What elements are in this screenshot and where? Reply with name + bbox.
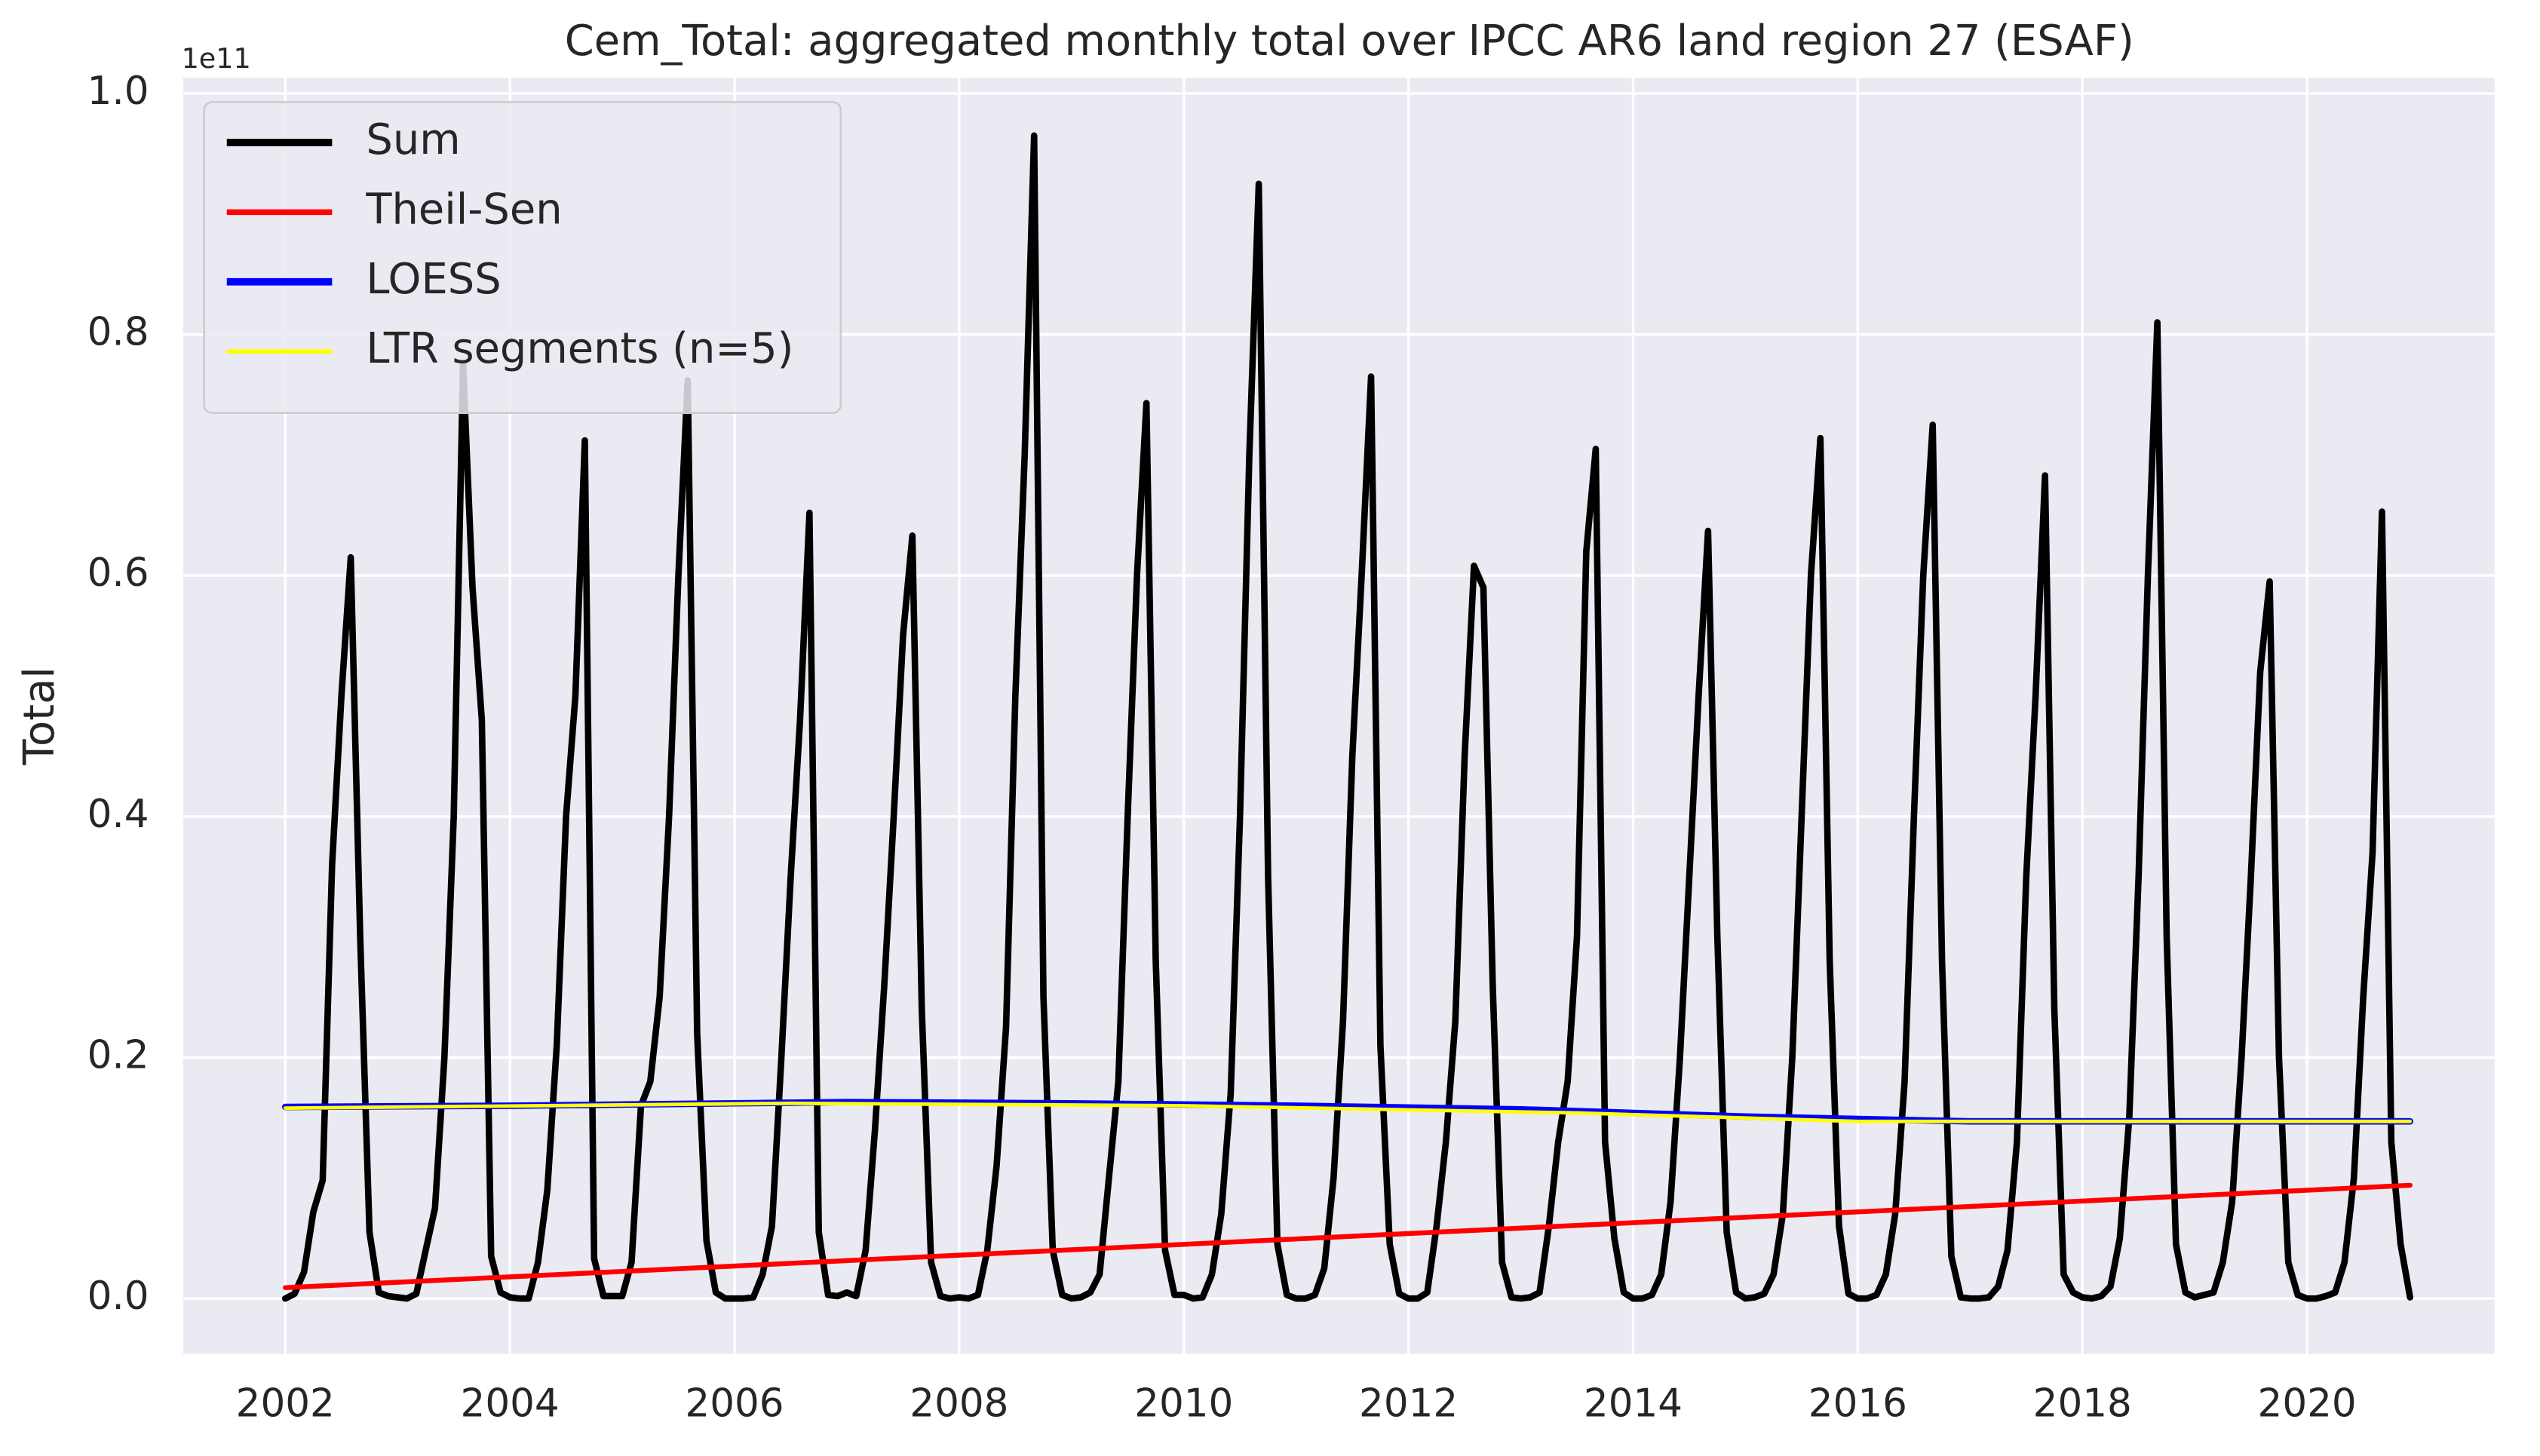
legend-box xyxy=(203,101,842,415)
legend-label: LTR segments (n=5) xyxy=(366,324,793,373)
x-tick-label: 2010 xyxy=(1134,1381,1233,1426)
x-tick-label: 2012 xyxy=(1359,1381,1458,1426)
y-tick-label: 0.0 xyxy=(87,1274,149,1319)
legend: Sum Theil-Sen LOESS LTR segments (n=5) xyxy=(203,101,842,415)
legend-label: Theil-Sen xyxy=(365,185,562,234)
ticks-layer: 0.0 0.2 0.4 0.6 0.8 1.0 2002 2004 2006 2008 2010 20… xyxy=(87,69,2357,1427)
y-axis-label: Total xyxy=(15,667,64,765)
legend-label: LOESS xyxy=(366,255,501,304)
y-tick-label: 0.4 xyxy=(87,792,149,837)
x-tick-label: 2016 xyxy=(1808,1381,1907,1426)
y-tick-label: 0.2 xyxy=(87,1033,149,1078)
y-tick-label: 0.8 xyxy=(87,310,149,355)
x-tick-label: 2004 xyxy=(461,1381,560,1426)
series-line xyxy=(283,1182,2413,1290)
series-line xyxy=(283,1101,2413,1123)
y-tick-label: 1.0 xyxy=(87,69,149,114)
x-tick-label: 2008 xyxy=(910,1381,1008,1426)
x-tick-label: 2018 xyxy=(2033,1381,2132,1426)
chart-title: Cem_Total: aggregated monthly total over… xyxy=(565,17,2134,66)
series-line xyxy=(281,132,2414,1302)
x-tick-label: 2014 xyxy=(1584,1381,1683,1426)
x-tick-label: 2020 xyxy=(2258,1381,2357,1426)
series-layer xyxy=(281,132,2414,1302)
y-tick-label: 0.6 xyxy=(87,550,149,596)
x-tick-label: 2002 xyxy=(236,1381,335,1426)
offset-text: 1e11 xyxy=(182,42,251,75)
legend-label: Sum xyxy=(366,115,460,164)
x-tick-label: 2006 xyxy=(685,1381,784,1426)
